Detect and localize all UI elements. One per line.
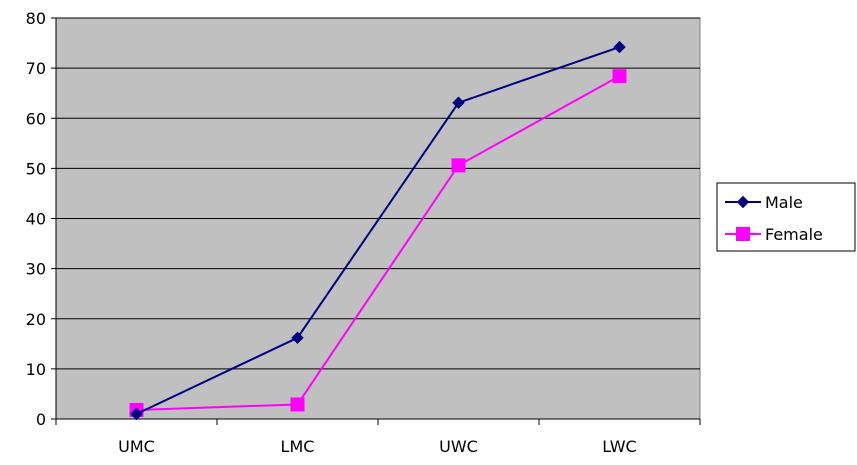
legend-label: Male [765, 193, 803, 212]
x-tick-label: UWC [439, 437, 478, 456]
legend-marker [736, 227, 750, 241]
x-tick-label: UMC [118, 437, 155, 456]
y-tick-label: 0 [36, 410, 46, 429]
y-tick-label: 20 [26, 310, 46, 329]
legend-entry-female: Female [725, 225, 823, 244]
y-tick-label: 80 [26, 9, 46, 28]
legend: Male Female [716, 182, 856, 252]
y-tick-label: 40 [26, 210, 46, 229]
x-tick-label: LMC [281, 437, 315, 456]
series-female [129, 69, 627, 417]
legend-entry-male: Male [725, 193, 803, 212]
data-point [290, 397, 305, 412]
data-point [452, 96, 465, 109]
data-point [613, 40, 626, 54]
data-point [130, 407, 143, 421]
y-tick-label: 60 [26, 109, 46, 128]
y-tick-label: 50 [26, 159, 46, 178]
gridlines [56, 17, 700, 370]
data-point [451, 158, 466, 173]
axes: 0 10 20 30 40 50 60 70 80 UMC LMC UWC LWC [26, 9, 701, 456]
series-line [136, 46, 620, 415]
data-point [291, 331, 304, 345]
data-point [612, 69, 627, 84]
y-tick-label: 70 [26, 59, 46, 78]
series [129, 40, 627, 421]
series-line [136, 75, 620, 411]
legend-marker [736, 195, 750, 209]
legend-label: Female [765, 225, 823, 244]
y-tick-label: 10 [26, 360, 46, 379]
x-tick-label: LWC [602, 437, 636, 456]
y-tick-label: 30 [26, 260, 46, 279]
series-male [130, 40, 626, 421]
